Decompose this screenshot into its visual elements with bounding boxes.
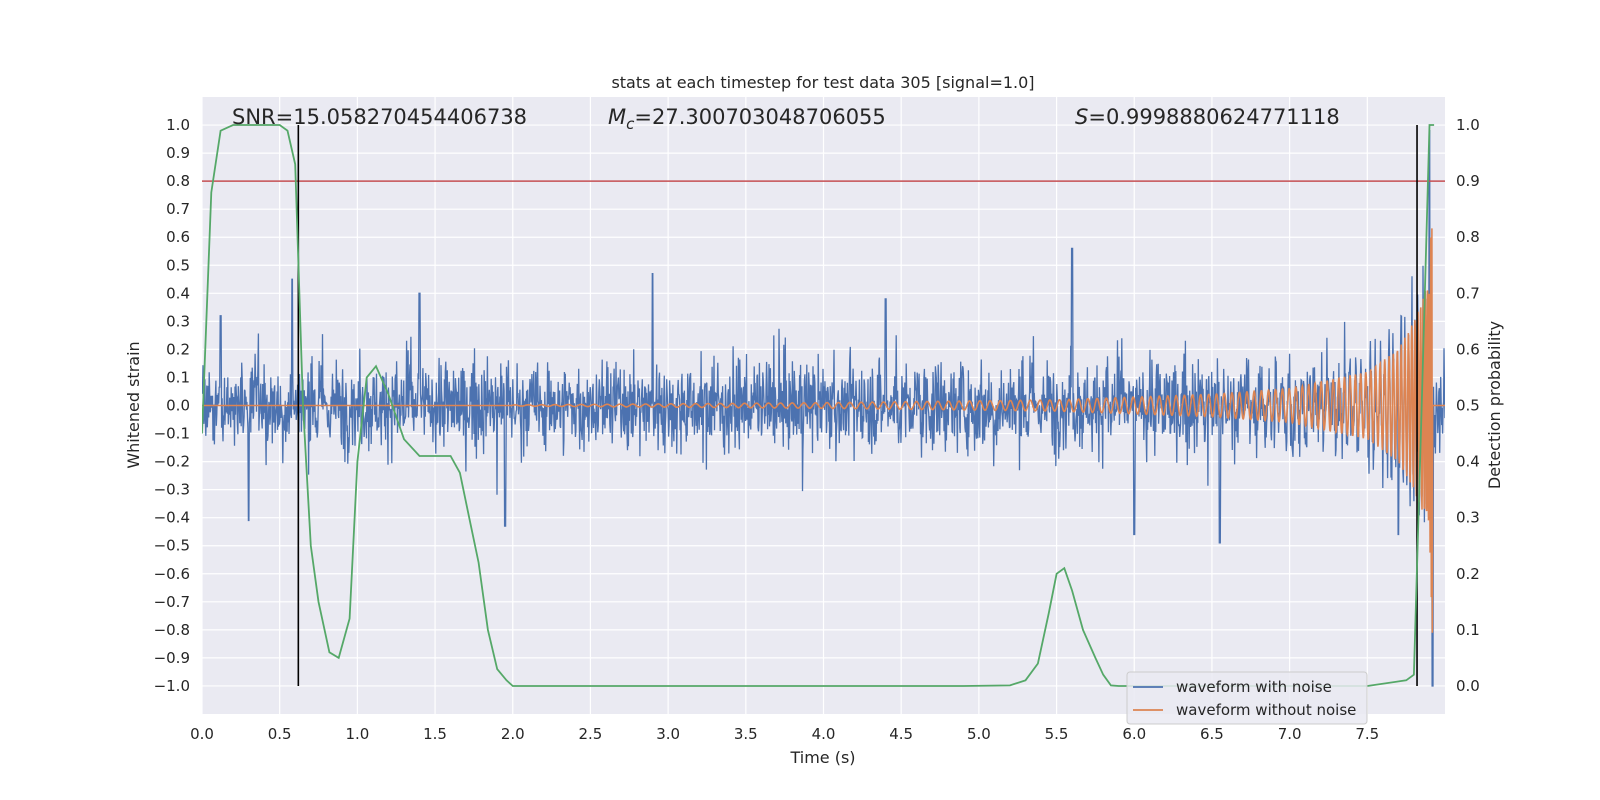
y2-ticks: 0.0 0.1 0.2 0.3 0.4 0.5 0.6 0.7 0.8 0.9 1.0 [1456, 116, 1480, 695]
x-ticks: 0.0 0.5 1.0 1.5 2.0 2.5 3.0 3.5 4.0 4.5 5.0 5.5 6.0 6… [190, 725, 1379, 743]
x-tick-label: 0.5 [268, 725, 292, 743]
x-tick-label: 3.0 [656, 725, 680, 743]
y-tick-label: 1.0 [166, 116, 190, 134]
x-axis-label: Time (s) [789, 748, 855, 767]
y-tick-label: 0.1 [166, 368, 190, 386]
mc-subscript: c [626, 115, 635, 133]
x-tick-label: 5.0 [967, 725, 991, 743]
y-tick-label: 0.0 [166, 397, 190, 415]
y-tick-label: −0.5 [154, 537, 190, 555]
y-axis-label: Whitened strain [124, 341, 143, 468]
y-tick-label: 0.4 [166, 284, 190, 302]
x-tick-label: 0.0 [190, 725, 214, 743]
x-tick-label: 7.5 [1355, 725, 1379, 743]
snr-annotation: SNR=15.058270454406738 [232, 105, 527, 129]
y2-tick-label: 0.3 [1456, 509, 1480, 527]
chart-title: stats at each timestep for test data 305… [611, 73, 1034, 92]
y2-tick-label: 0.7 [1456, 284, 1480, 302]
s-annotation: S=0.9998880624771118 [1075, 105, 1340, 129]
y-tick-label: −0.9 [154, 649, 190, 667]
y-tick-label: −0.8 [154, 621, 190, 639]
s-symbol: S [1075, 105, 1088, 129]
y-tick-label: −0.1 [154, 425, 190, 443]
legend-label-clean: waveform without noise [1176, 701, 1356, 719]
x-tick-label: 6.5 [1200, 725, 1224, 743]
y-tick-label: 0.8 [166, 172, 190, 190]
mc-symbol: M [608, 105, 626, 129]
series-detection-probability [202, 124, 1435, 687]
x-tick-label: 6.0 [1122, 725, 1146, 743]
x-tick-label: 3.5 [734, 725, 758, 743]
y2-tick-label: 0.6 [1456, 340, 1480, 358]
legend-box [1126, 671, 1368, 725]
clean-path [202, 228, 1445, 633]
x-tick-label: 2.5 [579, 725, 603, 743]
y-ticks: −1.0 −0.9 −0.8 −0.7 −0.6 −0.5 −0.4 −0.3 −0.2 −0.1… [154, 116, 190, 695]
y-tick-label: 0.2 [166, 340, 190, 358]
y2-tick-label: 0.8 [1456, 228, 1480, 246]
y2-axis-label: Detection probability [1485, 321, 1504, 489]
x-tick-label: 1.5 [423, 725, 447, 743]
y-tick-label: 0.3 [166, 312, 190, 330]
x-tick-label: 7.0 [1278, 725, 1302, 743]
mc-value: =27.300703048706055 [634, 105, 885, 129]
y-tick-label: 0.6 [166, 228, 190, 246]
legend-label-noise: waveform with noise [1176, 678, 1332, 696]
x-tick-label: 4.0 [812, 725, 836, 743]
s-value: =0.9998880624771118 [1088, 105, 1339, 129]
y-tick-label: −0.4 [154, 509, 190, 527]
y2-tick-label: 1.0 [1456, 116, 1480, 134]
y-tick-label: −0.2 [154, 453, 190, 471]
mc-annotation: Mc=27.300703048706055 [608, 105, 886, 133]
y-tick-label: −0.6 [154, 565, 190, 583]
x-tick-label: 5.5 [1045, 725, 1069, 743]
y2-tick-label: 0.4 [1456, 453, 1480, 471]
y-tick-label: 0.7 [166, 200, 190, 218]
x-tick-label: 1.0 [345, 725, 369, 743]
y2-tick-label: 0.0 [1456, 677, 1480, 695]
x-tick-label: 4.5 [889, 725, 913, 743]
y2-tick-label: 0.5 [1456, 397, 1480, 415]
y-tick-label: −1.0 [154, 677, 190, 695]
y-tick-label: −0.3 [154, 481, 190, 499]
x-tick-label: 2.0 [501, 725, 525, 743]
y2-tick-label: 0.2 [1456, 565, 1480, 583]
y-tick-label: −0.7 [154, 593, 190, 611]
series-waveform-without-noise [202, 228, 1445, 633]
probability-path [202, 124, 1435, 687]
y2-tick-label: 0.9 [1456, 172, 1480, 190]
legend: waveform with noise waveform without noi… [1126, 671, 1368, 725]
y-tick-label: 0.9 [166, 144, 190, 162]
y-tick-label: 0.5 [166, 256, 190, 274]
y2-tick-label: 0.1 [1456, 621, 1480, 639]
